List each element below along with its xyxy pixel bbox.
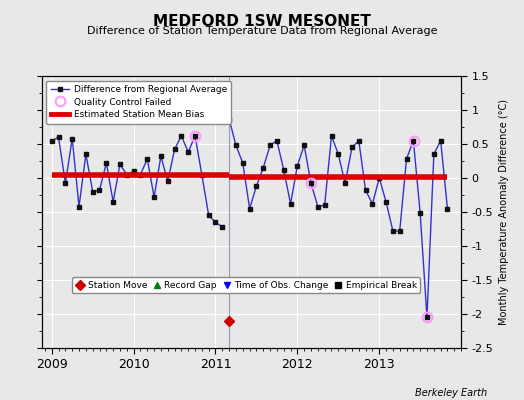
Text: Berkeley Earth: Berkeley Earth xyxy=(415,388,487,398)
Text: Difference of Station Temperature Data from Regional Average: Difference of Station Temperature Data f… xyxy=(87,26,437,36)
Y-axis label: Monthly Temperature Anomaly Difference (°C): Monthly Temperature Anomaly Difference (… xyxy=(499,99,509,325)
Legend: Difference from Regional Average, Quality Control Failed, Estimated Station Mean: Difference from Regional Average, Qualit… xyxy=(47,80,231,124)
Legend: Station Move, Record Gap, Time of Obs. Change, Empirical Break: Station Move, Record Gap, Time of Obs. C… xyxy=(72,277,420,294)
Text: MEDFORD 1SW MESONET: MEDFORD 1SW MESONET xyxy=(153,14,371,29)
